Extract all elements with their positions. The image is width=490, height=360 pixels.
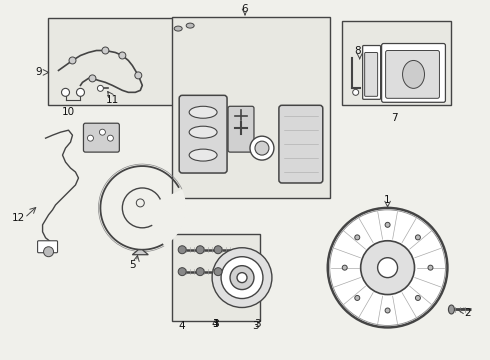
FancyBboxPatch shape (365, 53, 378, 96)
Circle shape (355, 235, 360, 240)
Circle shape (98, 85, 103, 91)
Text: 8: 8 (354, 45, 361, 55)
Ellipse shape (448, 305, 454, 314)
FancyBboxPatch shape (279, 105, 323, 183)
Circle shape (89, 75, 96, 82)
Circle shape (214, 268, 222, 276)
Bar (342, 21, 451, 105)
Circle shape (122, 188, 162, 228)
Text: 3: 3 (212, 319, 219, 329)
Circle shape (107, 135, 113, 141)
FancyBboxPatch shape (382, 44, 445, 102)
Ellipse shape (174, 26, 182, 31)
Text: 9: 9 (35, 67, 42, 77)
Text: 5: 5 (129, 260, 136, 270)
Circle shape (178, 246, 186, 254)
FancyBboxPatch shape (363, 45, 381, 99)
Circle shape (428, 265, 433, 270)
Circle shape (378, 258, 397, 278)
Circle shape (416, 235, 420, 240)
Text: 4: 4 (212, 319, 219, 329)
Circle shape (214, 246, 222, 254)
Circle shape (230, 266, 254, 289)
Text: 12: 12 (12, 213, 25, 223)
Circle shape (99, 129, 105, 135)
Circle shape (196, 268, 204, 276)
Polygon shape (132, 250, 148, 255)
Circle shape (178, 268, 186, 276)
Circle shape (385, 222, 390, 227)
Text: 3: 3 (212, 319, 219, 329)
FancyBboxPatch shape (179, 95, 227, 173)
Circle shape (136, 199, 144, 207)
Text: 6: 6 (242, 4, 248, 14)
Circle shape (212, 248, 272, 307)
Circle shape (102, 47, 109, 54)
Text: 3: 3 (255, 319, 261, 329)
FancyBboxPatch shape (38, 241, 57, 253)
FancyBboxPatch shape (83, 123, 120, 152)
Text: 2: 2 (464, 309, 471, 319)
Ellipse shape (189, 126, 217, 138)
Circle shape (250, 136, 274, 160)
Text: 4: 4 (179, 321, 186, 332)
Ellipse shape (189, 106, 217, 118)
FancyBboxPatch shape (228, 106, 254, 152)
Circle shape (69, 57, 76, 64)
Text: 1: 1 (384, 195, 391, 205)
Circle shape (237, 273, 247, 283)
Circle shape (353, 89, 359, 95)
Circle shape (385, 308, 390, 313)
Circle shape (361, 241, 415, 294)
Circle shape (342, 265, 347, 270)
Text: 7: 7 (391, 113, 398, 123)
Circle shape (135, 72, 142, 79)
Circle shape (221, 257, 263, 298)
Text: 11: 11 (106, 95, 119, 105)
Circle shape (416, 296, 420, 301)
Circle shape (328, 208, 447, 328)
Ellipse shape (189, 149, 217, 161)
FancyBboxPatch shape (386, 50, 440, 98)
Circle shape (62, 88, 70, 96)
Circle shape (119, 52, 126, 59)
Ellipse shape (186, 23, 194, 28)
Circle shape (255, 141, 269, 155)
Circle shape (196, 246, 204, 254)
Bar (48, 18, 185, 105)
Circle shape (44, 247, 53, 257)
Circle shape (87, 135, 94, 141)
Text: 3: 3 (252, 321, 258, 332)
Bar (172, 234, 260, 321)
Circle shape (355, 296, 360, 301)
Ellipse shape (403, 60, 424, 88)
Bar (172, 17, 330, 198)
Circle shape (76, 88, 84, 96)
Wedge shape (142, 189, 186, 246)
Text: 10: 10 (62, 107, 75, 117)
